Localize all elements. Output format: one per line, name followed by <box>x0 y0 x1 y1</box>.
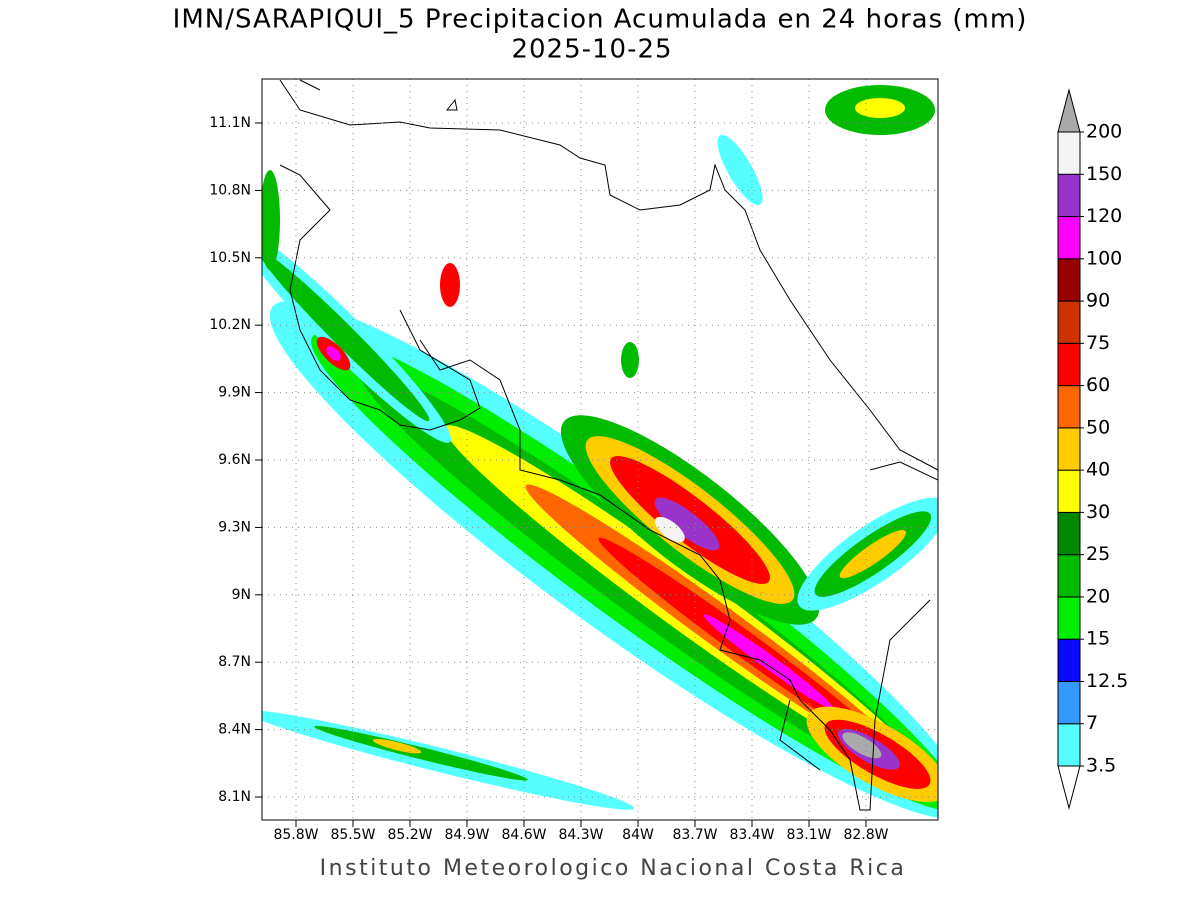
lon-tick-label: 85.5W <box>330 827 375 843</box>
lon-tick-label: 83.7W <box>672 827 717 843</box>
lat-tick-label: 9.3N <box>218 519 251 535</box>
colorbar-label: 20 <box>1086 585 1110 607</box>
colorbar-label: 3.5 <box>1086 755 1116 777</box>
title: IMN/SARAPIQUI_5 Precipitacion Acumulada … <box>173 5 1028 35</box>
footer: Instituto Meteorologico Nacional Costa R… <box>320 856 907 881</box>
colorbar-label: 150 <box>1086 163 1122 185</box>
lat-tick-label: 8.4N <box>218 722 251 738</box>
lon-tick-label: 83.4W <box>729 827 774 843</box>
colorbar-segment <box>1057 511 1081 556</box>
colorbar-label: 25 <box>1086 543 1110 565</box>
lat-tick-label: 9.9N <box>218 385 251 401</box>
colorbar-label: 50 <box>1086 416 1110 438</box>
lon-tick-label: 85.2W <box>387 827 432 843</box>
lat-tick-label: 10.5N <box>209 250 251 266</box>
lon-tick-label: 85.8W <box>273 827 318 843</box>
colorbar-label: 100 <box>1086 247 1122 269</box>
lon-tick-label: 83.1W <box>786 827 831 843</box>
lat-tick-label: 8.1N <box>218 789 251 805</box>
colorbar-segment <box>1057 680 1081 725</box>
colorbar-label: 7 <box>1086 712 1098 734</box>
colorbar-segment <box>1057 596 1081 640</box>
colorbar-segment <box>1057 258 1081 302</box>
colorbar-segment <box>1057 723 1081 767</box>
colorbar-segment <box>1057 427 1081 471</box>
colorbar-label: 12.5 <box>1086 670 1128 692</box>
lat-tick-label: 10.8N <box>209 182 251 198</box>
lat-tick-label: 9.6N <box>218 452 251 468</box>
lon-tick-label: 84W <box>622 827 654 843</box>
colorbar-label: 90 <box>1086 290 1110 312</box>
lat-tick-label: 10.2N <box>209 317 251 333</box>
colorbar-over <box>1057 88 1081 133</box>
colorbar-segment <box>1057 300 1081 344</box>
map-frame <box>261 78 939 821</box>
colorbar-segment <box>1057 173 1081 218</box>
colorbar: 3.5 7 12.5 15 20 25 30 40 50 60 75 90 100 120 150 200 <box>1057 88 1128 810</box>
subtitle: 2025-10-25 <box>511 35 672 65</box>
colorbar-label: 120 <box>1086 205 1122 227</box>
colorbar-label: 60 <box>1086 374 1110 396</box>
colorbar-label: 30 <box>1086 501 1110 523</box>
lon-tick-label: 84.3W <box>558 827 603 843</box>
colorbar-segment <box>1057 342 1081 387</box>
colorbar-label: 200 <box>1086 121 1122 143</box>
colorbar-segment <box>1057 131 1081 175</box>
colorbar-segment <box>1057 385 1081 429</box>
colorbar-segment <box>1057 638 1081 682</box>
colorbar-segment <box>1057 554 1081 598</box>
lon-tick-label: 84.6W <box>501 827 546 843</box>
precip-field <box>262 79 938 820</box>
colorbar-label: 75 <box>1086 332 1110 354</box>
lon-tick-label: 84.9W <box>444 827 489 843</box>
colorbar-under <box>1057 765 1081 810</box>
grid: 11.1N 10.8N 10.5N 10.2N 9.9N 9.6N 9.3N 9N 8.7N 8.… <box>209 79 938 843</box>
colorbar-label: 40 <box>1086 459 1110 481</box>
colorbar-label: 15 <box>1086 628 1110 650</box>
colorbar-segment <box>1057 216 1081 260</box>
lat-tick-label: 8.7N <box>218 654 251 670</box>
lat-tick-label: 9N <box>232 587 251 603</box>
lat-tick-label: 11.1N <box>209 115 251 131</box>
lon-tick-label: 82.8W <box>843 827 888 843</box>
colorbar-segment <box>1057 469 1081 513</box>
